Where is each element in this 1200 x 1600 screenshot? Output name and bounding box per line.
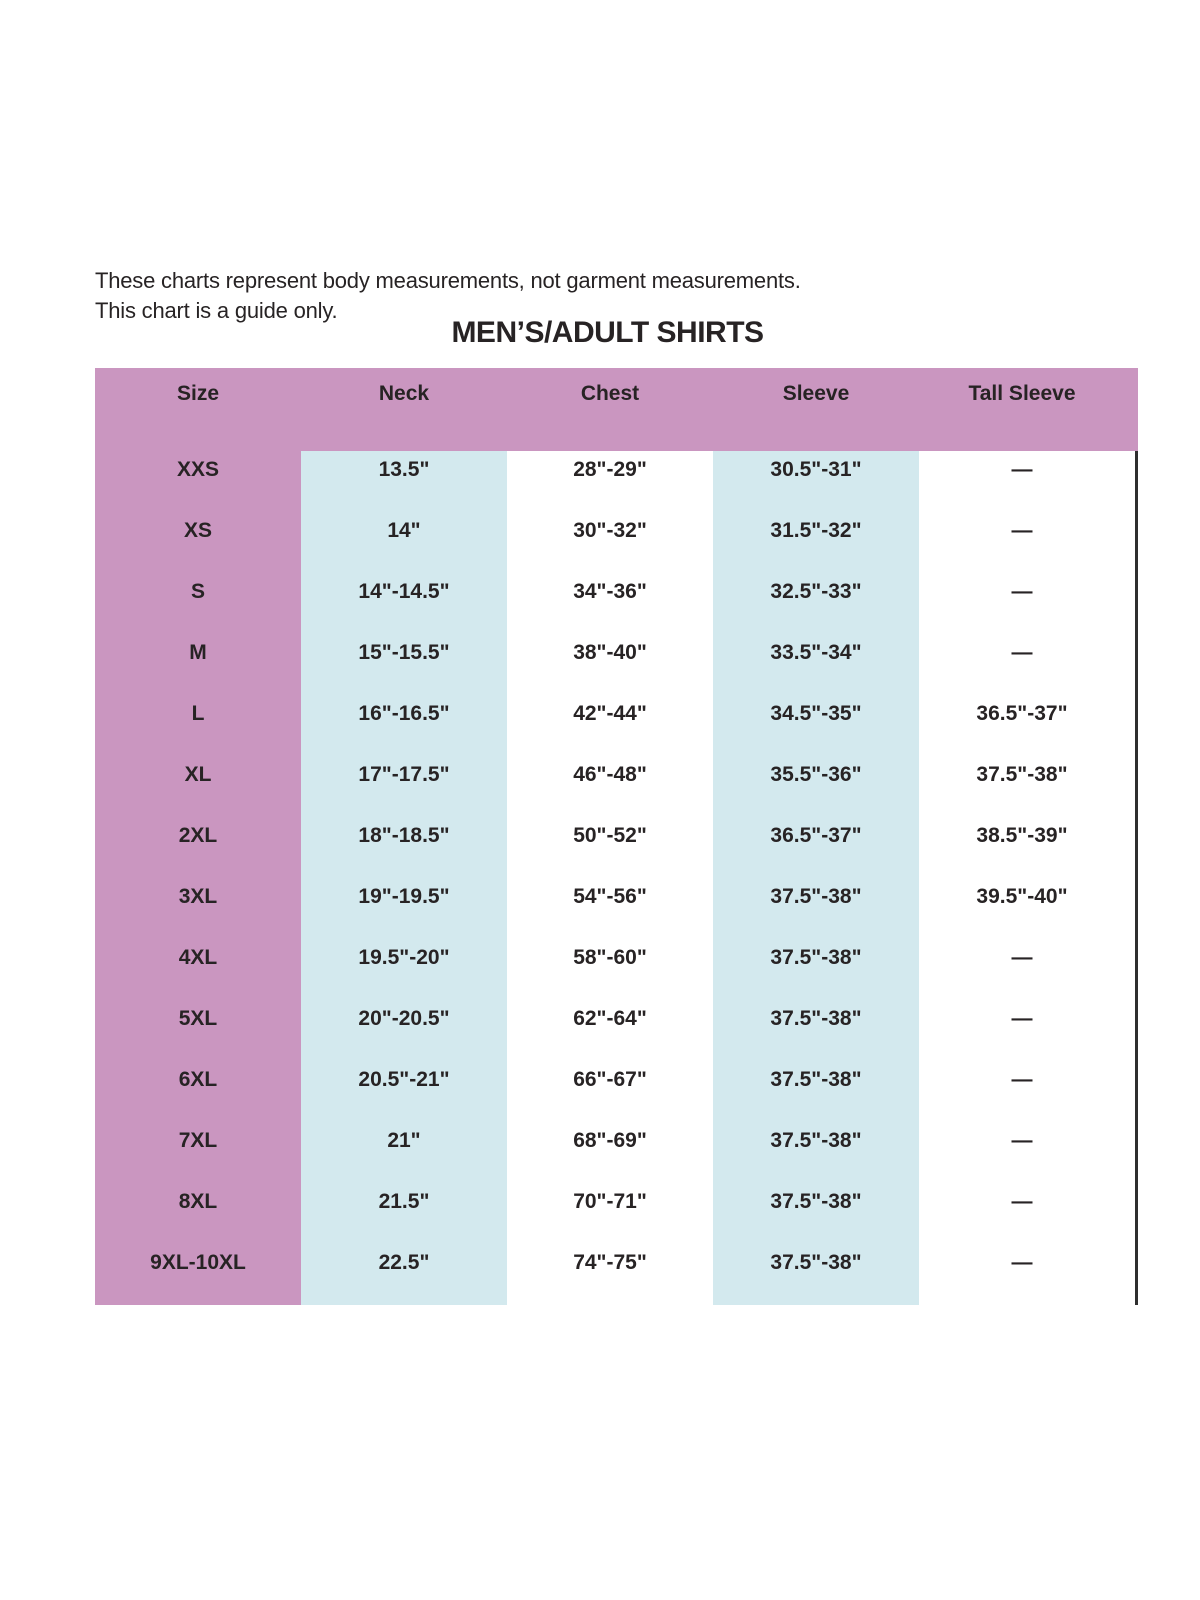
cell-sleeve: 37.5"-38" (713, 939, 919, 1000)
cell-tall_sleeve: — (1011, 641, 1033, 664)
cell-chest: 58"-60" (573, 946, 647, 969)
cell-size: 5XL (95, 1000, 301, 1061)
cell-neck: 21" (301, 1122, 507, 1183)
column-header-chest: Chest (580, 382, 640, 405)
cell-sleeve: 30.5"-31" (713, 451, 919, 512)
table-row: 6XL 20.5"-21" 66"-67" 37.5"-38" — (95, 1061, 1138, 1122)
table-row: 7XL 21" 68"-69" 37.5"-38" — (95, 1122, 1138, 1183)
cell-tall_sleeve: 38.5"-39" (976, 824, 1068, 847)
table-row: XL 17"-17.5" 46"-48" 35.5"-36" 37.5"-38" (95, 756, 1138, 817)
cell-sleeve: 34.5"-35" (713, 695, 919, 756)
cell-size: 3XL (95, 878, 301, 939)
cell-chest: 68"-69" (573, 1129, 647, 1152)
cell-sleeve: 37.5"-38" (713, 1122, 919, 1183)
cell-tall_sleeve: — (1011, 946, 1033, 969)
cell-neck: 17"-17.5" (301, 756, 507, 817)
cell-tall_sleeve: — (1011, 458, 1033, 481)
cell-tall_sleeve: — (1011, 1068, 1033, 1091)
cell-size: XL (95, 756, 301, 817)
cell-sleeve: 31.5"-32" (713, 512, 919, 573)
cell-sleeve: 36.5"-37" (713, 817, 919, 878)
cell-tall_sleeve: 39.5"-40" (976, 885, 1068, 908)
table-row: XS 14" 30"-32" 31.5"-32" — (95, 512, 1138, 573)
cell-tall_sleeve: 36.5"-37" (976, 702, 1068, 725)
cell-chest: 74"-75" (573, 1251, 647, 1274)
cell-tall_sleeve: 37.5"-38" (976, 763, 1068, 786)
size-chart-table: Size Neck Chest Sleeve Tall Sleeve XXS 13.5" 2… (95, 368, 1138, 1305)
cell-chest: 70"-71" (573, 1190, 647, 1213)
table-row: S 14"-14.5" 34"-36" 32.5"-33" — (95, 573, 1138, 634)
cell-neck: 20"-20.5" (301, 1000, 507, 1061)
cell-size: L (95, 695, 301, 756)
cell-sleeve: 37.5"-38" (713, 1000, 919, 1061)
column-header-sleeve: Sleeve (782, 382, 850, 405)
table-row: XXS 13.5" 28"-29" 30.5"-31" — (95, 451, 1138, 512)
cell-sleeve: 32.5"-33" (713, 573, 919, 634)
cell-size: 8XL (95, 1183, 301, 1244)
cell-chest: 42"-44" (573, 702, 647, 725)
table-row: 9XL-10XL 22.5" 74"-75" 37.5"-38" — (95, 1244, 1138, 1305)
cell-sleeve: 35.5"-36" (713, 756, 919, 817)
cell-size: 6XL (95, 1061, 301, 1122)
cell-size: 2XL (95, 817, 301, 878)
cell-chest: 50"-52" (573, 824, 647, 847)
cell-neck: 16"-16.5" (301, 695, 507, 756)
table-row: L 16"-16.5" 42"-44" 34.5"-35" 36.5"-37" (95, 695, 1138, 756)
table-body: XXS 13.5" 28"-29" 30.5"-31" — XS 14" 30"-32" 31.… (95, 451, 1138, 1305)
cell-sleeve: 33.5"-34" (713, 634, 919, 695)
cell-size: M (95, 634, 301, 695)
cell-chest: 62"-64" (573, 1007, 647, 1030)
chart-title: MEN’S/ADULT SHIRTS (451, 316, 764, 349)
cell-neck: 15"-15.5" (301, 634, 507, 695)
cell-neck: 14"-14.5" (301, 573, 507, 634)
cell-size: XS (95, 512, 301, 573)
cell-neck: 22.5" (301, 1244, 507, 1305)
cell-neck: 19"-19.5" (301, 878, 507, 939)
cell-chest: 46"-48" (573, 763, 647, 786)
disclaimer-text: These charts represent body measurements… (95, 266, 995, 326)
cell-tall_sleeve: — (1011, 1129, 1033, 1152)
cell-tall_sleeve: — (1011, 1251, 1033, 1274)
cell-chest: 34"-36" (573, 580, 647, 603)
cell-chest: 66"-67" (573, 1068, 647, 1091)
table-row: M 15"-15.5" 38"-40" 33.5"-34" — (95, 634, 1138, 695)
cell-chest: 30"-32" (573, 519, 647, 542)
table-row: 8XL 21.5" 70"-71" 37.5"-38" — (95, 1183, 1138, 1244)
cell-neck: 20.5"-21" (301, 1061, 507, 1122)
cell-neck: 18"-18.5" (301, 817, 507, 878)
cell-neck: 14" (301, 512, 507, 573)
cell-sleeve: 37.5"-38" (713, 1244, 919, 1305)
disclaimer-line-2: This chart is a guide only. (95, 298, 338, 323)
cell-chest: 54"-56" (573, 885, 647, 908)
column-header-neck: Neck (378, 382, 430, 405)
table-row: 5XL 20"-20.5" 62"-64" 37.5"-38" — (95, 1000, 1138, 1061)
table-row: 2XL 18"-18.5" 50"-52" 36.5"-37" 38.5"-39" (95, 817, 1138, 878)
table-right-border (1135, 451, 1138, 1305)
column-header-size: Size (176, 382, 220, 405)
table-row: 4XL 19.5"-20" 58"-60" 37.5"-38" — (95, 939, 1138, 1000)
cell-neck: 21.5" (301, 1183, 507, 1244)
cell-tall_sleeve: — (1011, 1007, 1033, 1030)
table-row: 3XL 19"-19.5" 54"-56" 37.5"-38" 39.5"-40" (95, 878, 1138, 939)
cell-sleeve: 37.5"-38" (713, 1061, 919, 1122)
cell-tall_sleeve: — (1011, 580, 1033, 603)
cell-chest: 38"-40" (573, 641, 647, 664)
cell-size: XXS (95, 451, 301, 512)
column-header-tall-sleeve: Tall Sleeve (968, 382, 1076, 405)
cell-size: 9XL-10XL (95, 1244, 301, 1305)
disclaimer-line-1: These charts represent body measurements… (95, 268, 801, 293)
cell-chest: 28"-29" (573, 458, 647, 481)
cell-tall_sleeve: — (1011, 1190, 1033, 1213)
cell-size: S (95, 573, 301, 634)
cell-size: 7XL (95, 1122, 301, 1183)
cell-sleeve: 37.5"-38" (713, 1183, 919, 1244)
cell-tall_sleeve: — (1011, 519, 1033, 542)
table-header-row: Size Neck Chest Sleeve Tall Sleeve (95, 368, 1138, 451)
cell-size: 4XL (95, 939, 301, 1000)
cell-sleeve: 37.5"-38" (713, 878, 919, 939)
cell-neck: 13.5" (301, 451, 507, 512)
cell-neck: 19.5"-20" (301, 939, 507, 1000)
